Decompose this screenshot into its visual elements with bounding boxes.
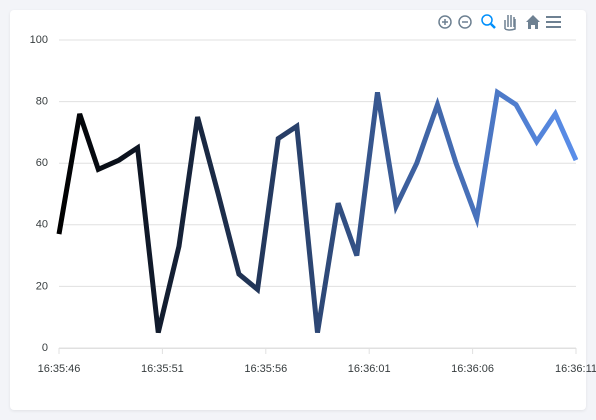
pan-button[interactable]	[504, 15, 516, 31]
zoom-out-button[interactable]	[458, 15, 472, 29]
y-tick-label: 40	[36, 219, 48, 231]
menu-button[interactable]	[546, 16, 561, 28]
x-tick-label: 16:36:06	[451, 363, 494, 375]
zoom-in-button[interactable]	[438, 15, 452, 29]
x-tick-label: 16:35:51	[141, 363, 184, 375]
x-tick-label: 16:36:01	[348, 363, 391, 375]
reset-button[interactable]	[526, 15, 540, 29]
line	[56, 88, 578, 334]
y-tick-label: 80	[36, 96, 48, 108]
y-tick-label: 60	[36, 157, 48, 169]
selection-zoom-button[interactable]	[481, 14, 496, 29]
y-tick-label: 0	[42, 342, 48, 354]
toolbar	[438, 14, 561, 31]
y-tick-label: 20	[36, 280, 48, 292]
card	[10, 10, 586, 410]
x-tick-label: 16:35:56	[244, 363, 287, 375]
x-tick-label: 16:35:46	[38, 363, 81, 375]
y-tick-label: 100	[30, 34, 48, 46]
x-tick-label: 16:36:11	[555, 363, 596, 375]
